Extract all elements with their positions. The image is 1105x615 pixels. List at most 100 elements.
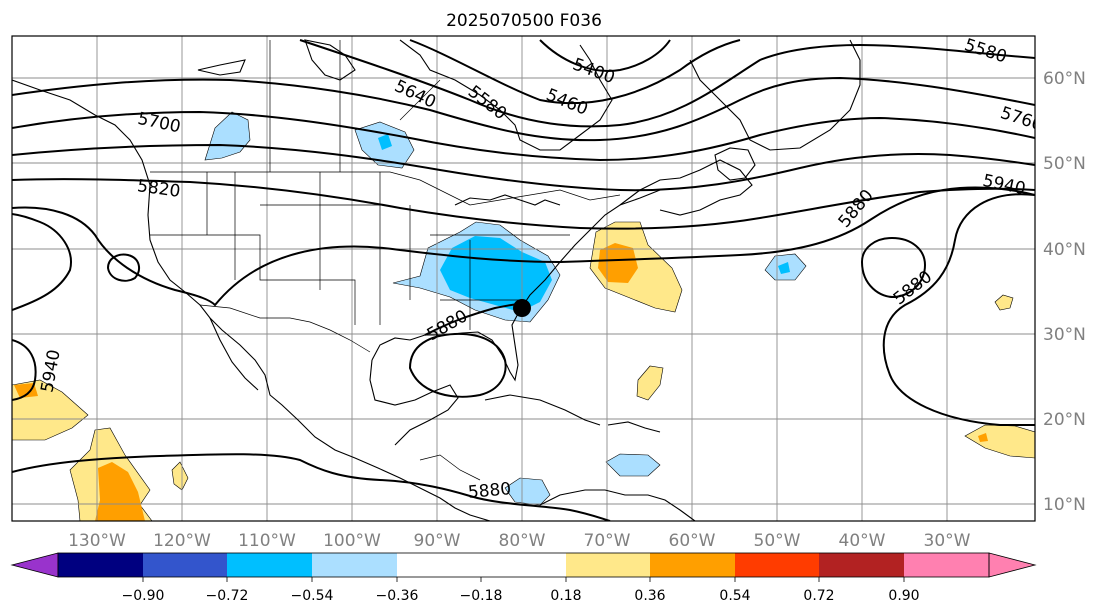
lon-label: 60°W xyxy=(669,531,716,551)
contour-5880-main xyxy=(12,186,1035,307)
fill-mexico-orange xyxy=(95,462,145,521)
map-panel[interactable]: 5400 5460 5580 5580 5640 5700 5760 5820 … xyxy=(12,35,1045,521)
lon-label: 80°W xyxy=(499,531,546,551)
coast-island-2 xyxy=(304,39,356,81)
contour-5940-pacific xyxy=(12,339,37,401)
fill-canada-lightblue xyxy=(204,111,251,161)
coast-baja xyxy=(209,317,259,391)
contour-5820 xyxy=(12,178,1035,230)
border-us-canada xyxy=(150,171,621,206)
contour-5460 xyxy=(409,39,741,105)
contour-5880-south xyxy=(12,453,611,521)
lat-label: 20°N xyxy=(1043,410,1086,430)
colorbar-segment xyxy=(312,553,397,577)
coast-north-america-pacific xyxy=(12,79,491,521)
colorbar-tick-label: −0.18 xyxy=(460,588,503,604)
lat-label: 10°N xyxy=(1043,495,1086,515)
lon-label: 30°W xyxy=(924,531,971,551)
lon-label: 70°W xyxy=(584,531,631,551)
border-central-america xyxy=(419,454,481,481)
colorbar-tick-label: −0.36 xyxy=(376,588,419,604)
colorbar-frame xyxy=(57,552,990,578)
political-borders xyxy=(150,40,621,481)
colorbar-segment xyxy=(58,553,143,577)
contour-5940-east xyxy=(882,193,1035,426)
fill-atlantic-orange xyxy=(598,243,638,283)
colorbar-under-arrow xyxy=(10,552,59,578)
colorbar-segment xyxy=(650,553,735,577)
colorbar-tick-label: 0.72 xyxy=(803,588,834,604)
colorbar-segment xyxy=(397,553,566,577)
lon-label: 100°W xyxy=(323,531,381,551)
colorbar-segment xyxy=(227,553,312,577)
fill-northcentral-blue xyxy=(378,134,392,150)
contour-5880-loop-gulf xyxy=(408,332,507,398)
colorbar-tick-label: 0.18 xyxy=(550,588,581,604)
contour-label-5880-d: 5880 xyxy=(467,479,512,503)
colorbar-tick-label: −0.72 xyxy=(206,588,249,604)
coast-south-america xyxy=(539,489,696,521)
contour-5760 xyxy=(12,143,1035,192)
fill-centralamerica-lightblue xyxy=(504,477,551,506)
fill-mexico-small-yellow xyxy=(171,461,189,491)
border-states-1 xyxy=(150,234,356,325)
lon-label: 120°W xyxy=(153,531,211,551)
storm-center-marker[interactable] xyxy=(513,299,531,317)
lon-label: 130°W xyxy=(68,531,126,551)
map-frame xyxy=(11,35,1036,522)
fill-caribbean-lightblue xyxy=(605,453,661,477)
latitude-axis: 60°N 50°N 40°N 30°N 20°N 10°N xyxy=(1043,69,1086,515)
colorbar-tick-label: 0.54 xyxy=(719,588,750,604)
lat-label: 30°N xyxy=(1043,325,1086,345)
map-title: 2025070500 F036 xyxy=(446,11,602,31)
colorbar-tick-label: −0.90 xyxy=(122,588,165,604)
lat-label: 50°N xyxy=(1043,154,1086,174)
colorbar-segment xyxy=(143,553,227,577)
colorbar-tick-label: 0.36 xyxy=(634,588,665,604)
graticule xyxy=(12,36,1035,521)
contour-5700 xyxy=(12,110,1035,162)
coast-greenland xyxy=(689,39,861,151)
coast-island-1 xyxy=(197,59,246,76)
contour-5880-atlantic xyxy=(860,236,927,299)
fill-east-small-yellow xyxy=(994,294,1014,311)
coast-newfoundland xyxy=(714,147,756,181)
lon-label: 40°W xyxy=(839,531,886,551)
fill-east-yellow xyxy=(964,424,1035,459)
contour-5880-loop-west xyxy=(106,253,141,282)
lon-label: 110°W xyxy=(238,531,296,551)
colorbar: −0.90 −0.72 −0.54 −0.36 −0.18 0.18 0.36 … xyxy=(10,552,1037,604)
lat-label: 60°N xyxy=(1043,69,1086,89)
lon-label: 50°W xyxy=(754,531,801,551)
coast-cuba xyxy=(484,394,601,426)
contour-5580-west xyxy=(299,39,1035,128)
colorbar-segment xyxy=(735,553,819,577)
contour-5400 xyxy=(539,39,671,72)
colorbar-tick-label: −0.54 xyxy=(291,588,334,604)
colorbar-tick-label: 0.90 xyxy=(888,588,919,604)
colorbar-segment xyxy=(566,553,650,577)
colorbar-segment xyxy=(904,553,989,577)
coast-great-lakes xyxy=(454,194,561,206)
fill-atlantic-blue xyxy=(778,262,790,274)
coastlines xyxy=(12,39,861,521)
lat-label: 40°N xyxy=(1043,240,1086,260)
anomaly-fills xyxy=(12,111,1035,521)
colorbar-over-arrow xyxy=(988,552,1037,578)
height-contours xyxy=(12,39,1035,521)
colorbar-segment xyxy=(819,553,904,577)
coast-hispaniola xyxy=(607,421,661,433)
border-us-mexico xyxy=(199,304,371,353)
fill-midatlantic-yellow xyxy=(636,365,664,401)
coast-hudson-bay xyxy=(399,39,613,151)
coast-canada-east xyxy=(619,159,753,216)
fill-southeast-blue xyxy=(440,236,552,312)
contour-5640 xyxy=(12,76,1035,142)
coast-yucatan xyxy=(369,359,459,446)
fill-east-orange xyxy=(978,433,988,442)
colorbar-ticks xyxy=(142,577,905,582)
contour-5880-pacific xyxy=(12,213,72,311)
lon-label: 90°W xyxy=(414,531,461,551)
longitude-axis: 130°W 120°W 110°W 100°W 90°W 80°W 70°W 6… xyxy=(68,531,971,551)
